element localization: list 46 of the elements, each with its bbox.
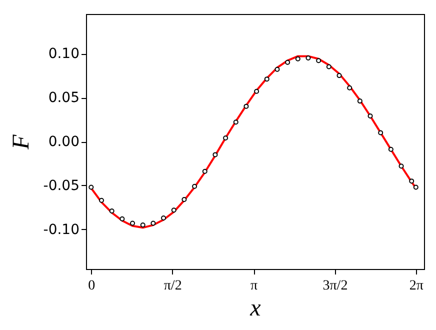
point: [212, 152, 218, 158]
point: [120, 216, 125, 222]
point: [264, 76, 270, 82]
point: [109, 208, 114, 214]
y-axis-title: F: [8, 134, 34, 150]
point: [233, 120, 238, 125]
point: [150, 220, 156, 226]
x-tick-label: π: [250, 278, 258, 294]
point: [244, 104, 249, 109]
line-series: [90, 55, 417, 229]
y-tick-label: -0.05: [43, 178, 80, 194]
point: [202, 168, 208, 174]
y-tick-label: -0.10: [43, 222, 80, 238]
point: [357, 98, 362, 104]
point: [409, 178, 414, 184]
point: [347, 85, 352, 90]
x-tick-label: 2π: [409, 278, 424, 294]
point: [140, 222, 146, 228]
point: [182, 197, 187, 202]
y-tick-label: 0.05: [48, 90, 80, 106]
point: [326, 64, 332, 70]
point: [88, 184, 94, 190]
point: [130, 220, 136, 226]
point: [368, 114, 373, 118]
point: [192, 184, 198, 189]
point: [398, 164, 404, 169]
y-tick-label: 0.10: [48, 46, 80, 62]
point: [274, 66, 280, 72]
x-tick-label: 0: [88, 278, 96, 294]
point: [223, 135, 228, 140]
y-tick-label: 0.00: [48, 134, 80, 150]
point: [413, 184, 418, 190]
point: [306, 55, 311, 60]
point: [378, 130, 384, 136]
point: [99, 198, 104, 203]
point: [254, 88, 260, 94]
x-tick-label: 3π/2: [322, 278, 348, 294]
x-axis-title: x: [249, 296, 262, 322]
point: [388, 146, 394, 152]
point: [336, 73, 342, 78]
point: [285, 60, 290, 65]
point: [171, 208, 176, 213]
point: [316, 58, 322, 64]
x-tick-label: π/2: [164, 278, 182, 294]
point: [295, 56, 300, 62]
point: [161, 216, 166, 220]
